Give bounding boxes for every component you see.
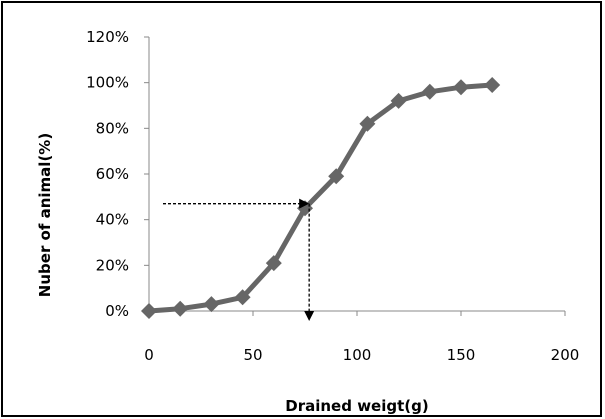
- data-point: [390, 92, 407, 109]
- data-point: [359, 115, 376, 132]
- data-point: [421, 83, 438, 100]
- x-tick-label: 50: [243, 346, 262, 364]
- x-axis-title: Drained weigt(g): [285, 397, 428, 415]
- x-tick-label: 200: [551, 346, 580, 364]
- y-tick-label: 0%: [105, 302, 129, 320]
- annotation-layer: [163, 198, 315, 321]
- y-tick-label: 40%: [96, 211, 129, 229]
- x-tick-labels: 0 50 100 150 200: [144, 346, 579, 364]
- data-point: [203, 296, 220, 313]
- y-tick-label: 120%: [86, 28, 129, 46]
- data-point: [484, 77, 501, 93]
- x-tick-label: 150: [447, 346, 476, 364]
- axes: [144, 36, 566, 316]
- series-layer: [141, 77, 501, 319]
- series-line: [146, 82, 495, 314]
- data-point: [141, 303, 157, 319]
- y-tick-label: 20%: [96, 256, 129, 274]
- y-axis-title: Nuber of animal(%): [36, 133, 54, 297]
- y-tick-labels: 0% 20% 40% 60% 80% 100% 120%: [86, 28, 129, 320]
- y-tick-label: 100%: [86, 74, 129, 92]
- data-point: [328, 168, 345, 185]
- y-tick-label: 60%: [96, 165, 129, 183]
- x-tick-label: 0: [144, 346, 154, 364]
- data-point: [453, 79, 469, 96]
- x-tick-label: 100: [343, 346, 372, 364]
- data-point: [234, 289, 251, 306]
- data-point: [172, 300, 189, 317]
- data-point: [265, 255, 282, 272]
- y-tick-label: 80%: [96, 119, 129, 137]
